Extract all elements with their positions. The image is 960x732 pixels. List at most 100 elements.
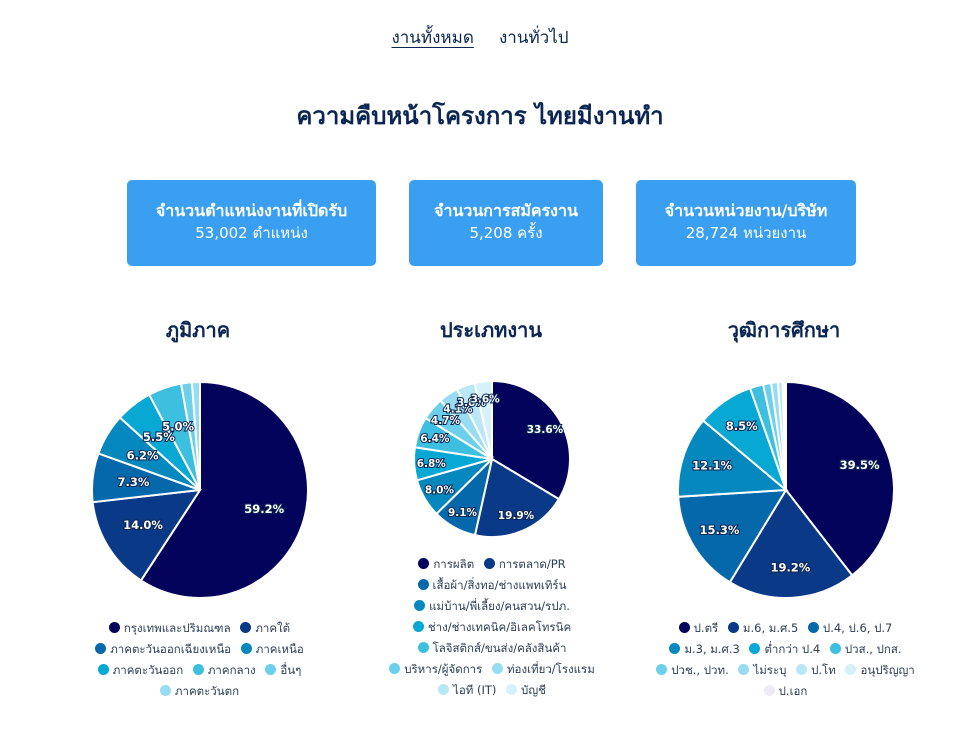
legend-label: ป.4, ป.6, ป.7 <box>822 621 893 635</box>
legend-item[interactable]: ปวส., ปกส. <box>829 639 902 660</box>
slice-label: 14.0% <box>123 518 163 532</box>
legend-label: ท่องเที่ยว/โรงแรม <box>506 662 595 676</box>
legend-label: ภาคตะวันตก <box>174 684 240 698</box>
legend-label: เสื้อผ้า/สิ่งทอ/ช่างแพทเทิร์น <box>432 578 567 592</box>
chart-title-region: ภูมิภาค <box>165 318 231 342</box>
legend-item[interactable]: ป.4, ป.6, ป.7 <box>807 618 893 639</box>
legend-item[interactable]: บริหาร/ผู้จัดการ <box>389 659 482 680</box>
legend-label: บัญชี <box>521 683 546 697</box>
legend-item[interactable]: ป.โท <box>796 660 836 681</box>
legend-swatch <box>108 622 120 633</box>
legend-item[interactable]: ท่องเที่ยว/โรงแรม <box>491 659 595 680</box>
legend-item[interactable]: ต่ำกว่า ป.4 <box>749 639 820 660</box>
pie-chart-education: 39.5% 19.2% 15.3% 12.1% 8.5% <box>677 380 895 599</box>
legend-item[interactable]: แม่บ้าน/พี่เลี้ยง/คนสวน/รปภ. <box>414 596 570 617</box>
legend-item[interactable]: ภาคตะวันออกเฉียงเหนือ <box>95 639 231 660</box>
legend-item[interactable]: กรุงเทพและปริมณฑล <box>108 618 231 639</box>
legend-item[interactable]: ม.3, ม.ศ.3 <box>669 639 740 660</box>
legend-item[interactable]: ป.เอก <box>763 681 807 702</box>
stat-value: 28,724 หน่วยงาน <box>685 224 807 242</box>
legend-label: ม.3, ม.ศ.3 <box>684 642 740 656</box>
legend-label: ภาคกลาง <box>207 663 256 677</box>
pie-slice[interactable] <box>785 380 895 577</box>
stat-value: 5,208 ครั้ง <box>469 224 543 242</box>
legend-swatch <box>749 643 761 654</box>
legend-swatch <box>97 664 109 675</box>
slice-label: 39.5% <box>840 458 880 472</box>
slice-label: 4.7% <box>431 415 461 427</box>
legend-item[interactable]: ภาคใต้ <box>240 618 290 639</box>
pie-slice[interactable] <box>473 379 493 460</box>
stat-label: จำนวนหน่วยงาน/บริษัท <box>664 201 828 220</box>
slice-label: 33.6% <box>527 424 564 436</box>
legend-swatch <box>763 685 775 696</box>
pie-slice[interactable] <box>473 457 561 538</box>
tab-all-jobs[interactable]: งานทั้งหมด <box>391 28 474 48</box>
slice-label: 8.0% <box>425 485 455 497</box>
legend-item[interactable]: เสื้อผ้า/สิ่งทอ/ช่างแพทเทิร์น <box>417 575 567 596</box>
slice-label: 9.1% <box>448 507 478 519</box>
legend-label: ป.โท <box>811 663 836 677</box>
legend-education: ป.ตรี ม.6, ม.ศ.5 ป.4, ป.6, ป.7 ม.3, ม.ศ.… <box>648 618 923 702</box>
legend-label: อนุปริญญา <box>860 663 915 677</box>
legend-swatch <box>669 643 681 654</box>
pie-slice[interactable] <box>677 419 789 498</box>
slice-label: 15.3% <box>699 523 739 537</box>
legend-item[interactable]: ภาคกลาง <box>192 660 256 681</box>
tab-general-jobs[interactable]: งานทั่วไป <box>498 28 569 48</box>
pie-chart-job-type: 33.6% 19.9% 9.1% 8.0% 6.8% 6.4% 4.7%4.1%3.8%3.… <box>413 379 571 538</box>
slice-label: 6.2% <box>127 449 159 463</box>
legend-item[interactable]: ภาคเหนือ <box>240 639 304 660</box>
legend-item[interactable]: ภาคตะวันตก <box>159 681 240 702</box>
legend-swatch <box>414 600 426 611</box>
slice-label: 3.8% <box>457 397 487 409</box>
legend-swatch <box>483 558 495 569</box>
legend-item[interactable]: ช่าง/ช่างเทคนิค/อิเลคโทรนิค <box>412 617 572 638</box>
pie-slice[interactable] <box>139 380 309 599</box>
slice-label: 4.1% <box>443 404 473 416</box>
legend-item[interactable]: การผลิต <box>418 554 474 575</box>
legend-swatch <box>265 664 277 675</box>
pie-slice[interactable] <box>728 488 854 599</box>
legend-label: ช่าง/ช่างเทคนิค/อิเลคโทรนิค <box>427 620 572 634</box>
legend-swatch <box>491 663 503 674</box>
legend-label: แม่บ้าน/พี่เลี้ยง/คนสวน/รปภ. <box>429 599 570 613</box>
pie-slice[interactable] <box>677 488 788 584</box>
legend-label: ต่ำกว่า ป.4 <box>764 642 821 656</box>
stat-card-companies: จำนวนหน่วยงาน/บริษัท 28,724 หน่วยงาน <box>636 180 856 266</box>
legend-item[interactable]: ป.ตรี <box>678 618 718 639</box>
legend-label: ภาคใต้ <box>255 621 291 635</box>
legend-item[interactable]: อนุปริญญา <box>845 660 915 681</box>
legend-swatch <box>738 664 750 675</box>
legend-label: ม.6, ม.ศ.5 <box>742 621 799 635</box>
slice-label: 5.0% <box>162 420 194 434</box>
slice-label: 7.3% <box>118 475 150 489</box>
legend-swatch <box>159 685 171 696</box>
legend-swatch <box>727 622 739 633</box>
legend-label: ภาคตะวันออกเฉียงเหนือ <box>110 642 232 656</box>
legend-item[interactable]: การตลาด/PR <box>483 554 566 575</box>
legend-item[interactable]: ม.6, ม.ศ.5 <box>727 618 799 639</box>
legend-item[interactable]: ไอที (IT) <box>438 680 496 701</box>
legend-swatch <box>656 664 668 675</box>
legend-item[interactable]: ปวช., ปวท. <box>656 660 729 681</box>
slice-label: 12.1% <box>692 459 732 473</box>
legend-swatch <box>192 664 204 675</box>
legend-swatch <box>95 643 107 654</box>
pie-slice[interactable] <box>783 380 787 491</box>
legend-item[interactable]: บัญชี <box>506 680 546 701</box>
slice-label: 6.8% <box>417 458 447 470</box>
legend-item[interactable]: โลจิสติกส์/ขนส่ง/คลังสินค้า <box>417 638 566 659</box>
legend-item[interactable]: อื่นๆ <box>265 660 301 681</box>
slice-label: 3.6% <box>471 394 501 406</box>
legend-item[interactable]: ไม่ระบุ <box>738 660 786 681</box>
legend-swatch <box>678 622 690 633</box>
page-title: ความคืบหน้าโครงการ ไทยมีงานทำ <box>296 102 664 130</box>
legend-item[interactable]: ภาคตะวันออก <box>97 660 183 681</box>
legend-label: ปวช., ปวท. <box>671 663 729 677</box>
legend-swatch <box>506 684 518 695</box>
pie-slice[interactable] <box>190 380 201 491</box>
legend-swatch <box>240 622 252 633</box>
pie-slice[interactable] <box>91 488 202 582</box>
stat-label: จำนวนการสมัครงาน <box>434 201 578 220</box>
